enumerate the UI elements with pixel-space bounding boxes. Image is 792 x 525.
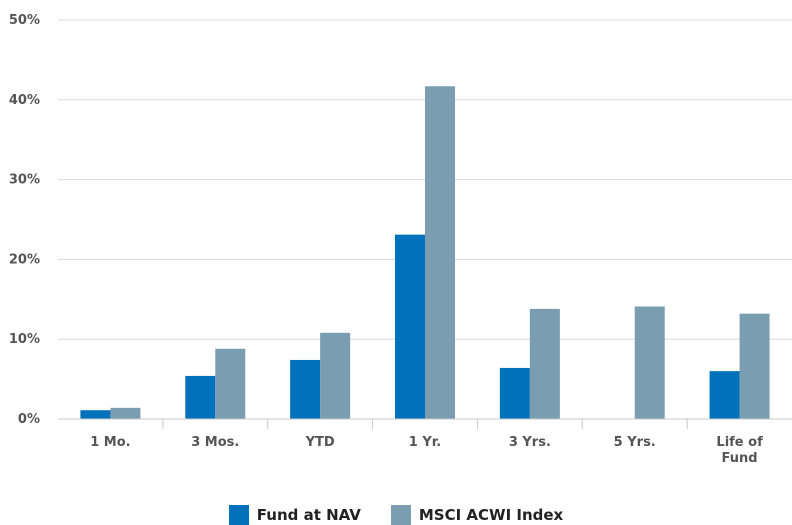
bar-index bbox=[320, 332, 351, 419]
bar-fund bbox=[80, 410, 111, 419]
x-axis: 1 Mo. 3 Mos. YTD 1 Yr. 3 Yrs. 5 Yrs. Life of Fu… bbox=[58, 418, 792, 466]
y-tick-label: 10% bbox=[9, 332, 40, 347]
legend-item-fund[interactable]: Fund at NAV bbox=[228, 505, 361, 525]
x-tick-label: YTD bbox=[305, 435, 335, 450]
legend-label-index: MSCI ACWI Index bbox=[418, 506, 564, 524]
x-tick-label: 3 Mos. bbox=[191, 435, 239, 450]
legend-label-fund: Fund at NAV bbox=[256, 506, 361, 524]
legend-swatch-fund bbox=[228, 505, 249, 525]
y-axis-ticks: 0% 10% 20% 30% 40% 50% bbox=[9, 13, 40, 427]
bar-index bbox=[739, 313, 770, 419]
y-tick-label: 20% bbox=[9, 252, 40, 267]
bar-fund bbox=[395, 234, 425, 419]
y-tick-label: 30% bbox=[9, 173, 40, 188]
x-tick-label: Life of Fund bbox=[716, 435, 763, 466]
legend-swatch-index bbox=[390, 505, 411, 525]
bar-fund bbox=[709, 371, 740, 419]
bars bbox=[80, 86, 770, 419]
bar-index bbox=[529, 308, 560, 419]
x-tick-label: 1 Yr. bbox=[409, 435, 441, 450]
y-tick-label: 50% bbox=[9, 13, 40, 28]
bar-index bbox=[634, 306, 665, 419]
bar-index bbox=[425, 86, 455, 419]
x-tick-label: 5 Yrs. bbox=[614, 435, 656, 450]
x-tick-label: 1 Mo. bbox=[90, 435, 130, 450]
bar-fund bbox=[499, 367, 530, 419]
bar-fund bbox=[290, 359, 321, 419]
x-tick-label: 3 Yrs. bbox=[509, 435, 551, 450]
bar-index bbox=[215, 348, 246, 419]
legend-item-index[interactable]: MSCI ACWI Index bbox=[390, 505, 564, 525]
chart: 0% 10% 20% 30% 40% 50% 1 Mo. 3 Mos. YTD 1 Yr. 3 Y… bbox=[9, 13, 792, 466]
y-tick-label: 40% bbox=[9, 93, 40, 108]
y-tick-label: 0% bbox=[18, 412, 40, 427]
bar-fund bbox=[185, 375, 216, 419]
bar-index bbox=[110, 407, 141, 419]
legend: Fund at NAV MSCI ACWI Index bbox=[0, 505, 792, 525]
